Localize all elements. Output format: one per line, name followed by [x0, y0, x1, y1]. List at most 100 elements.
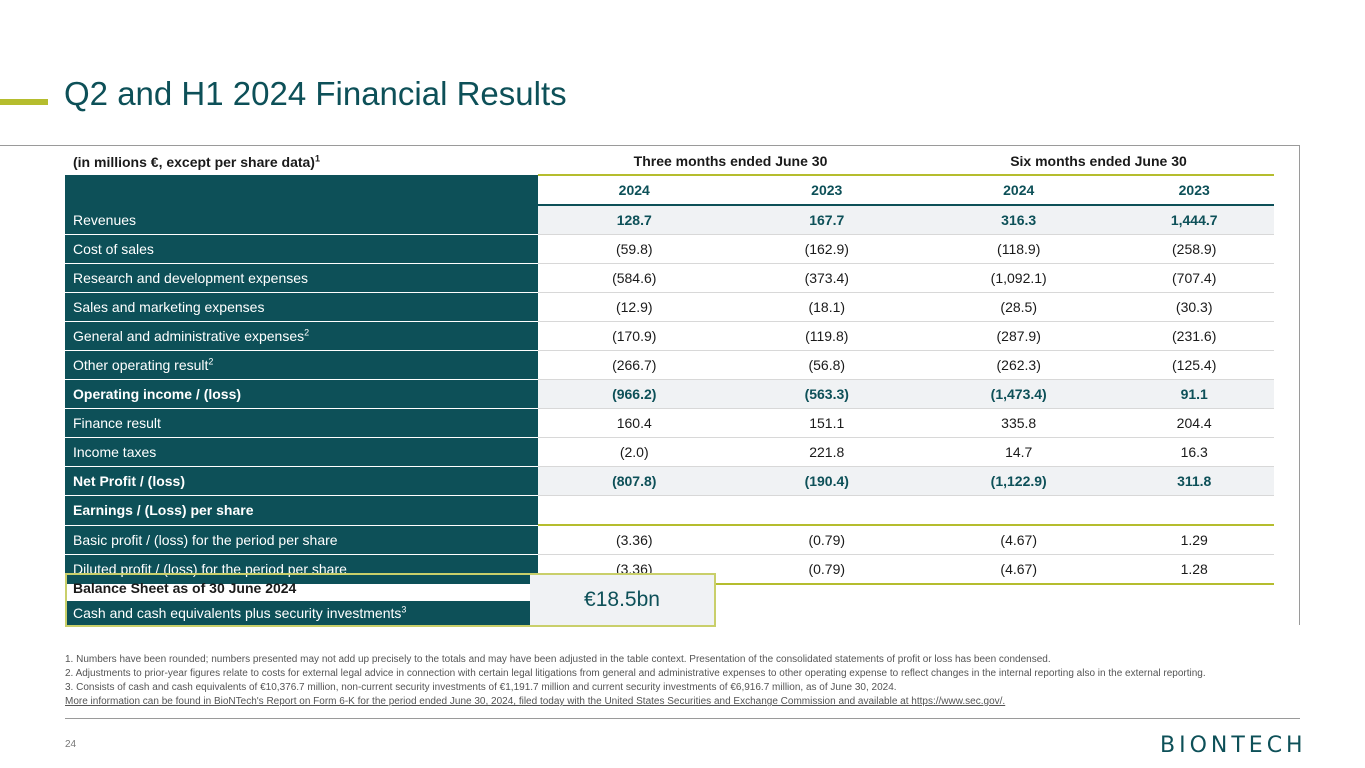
row-label-text: Operating income / (loss)	[73, 386, 242, 402]
table-group-header: (in millions €, except per share data)1 …	[65, 148, 1274, 176]
row-label: Other operating result2	[65, 350, 538, 380]
row-label: Finance result	[65, 408, 538, 438]
value-cell: 316.3	[923, 205, 1115, 235]
value-cell: (30.3)	[1114, 292, 1274, 322]
row-label-text: Other operating result	[73, 357, 209, 373]
balance-sheet-footnote-ref: 3	[401, 604, 407, 615]
table-row: Operating income / (loss) (966.2) (563.3)(…	[65, 379, 1274, 409]
value-cell: (807.8)	[538, 466, 731, 496]
row-label: Operating income / (loss)	[65, 379, 538, 409]
table-row: Earnings / (Loss) per share	[65, 495, 1274, 526]
balance-sheet-value: €18.5bn	[530, 575, 714, 625]
row-footnote-ref: 2	[208, 356, 214, 367]
footnote-3: 3. Consists of cash and cash equivalents…	[65, 682, 897, 693]
value-cell: 160.4	[538, 408, 731, 438]
value-cell: (118.9)	[923, 234, 1115, 264]
table-row: Other operating result2 (266.7) (56.8) (262…	[65, 350, 1274, 380]
year-q2-2023: 2023	[730, 175, 923, 206]
row-label: Diluted profit / (loss) for the period p…	[65, 554, 538, 585]
value-cell: (190.4)	[730, 466, 923, 496]
table-row: Cost of sales (59.8) (162.9) (118.9) (258.9)	[65, 234, 1274, 264]
row-label: Net Profit / (loss)	[65, 466, 538, 496]
value-cell: 16.3	[1114, 437, 1274, 467]
value-cell: (1,473.4)	[923, 379, 1115, 409]
row-label-text: Basic profit / (loss) for the period per…	[73, 531, 338, 548]
table-row: Revenues 128.7 167.7 316.3 1,444.7	[65, 205, 1274, 235]
value-cell: (4.67)	[923, 525, 1115, 555]
table-row: Net Profit / (loss) (807.8) (190.4) (1,122.…	[65, 466, 1274, 496]
right-divider	[1299, 145, 1300, 625]
year-header-row: 2024 2023 2024 2023	[65, 175, 1274, 206]
value-cell: (59.8)	[538, 234, 731, 264]
value-cell: (584.6)	[538, 263, 731, 293]
value-cell: (4.67)	[923, 554, 1115, 585]
year-row-label	[65, 175, 538, 206]
value-cell: 1.29	[1114, 525, 1274, 555]
row-label-text: Sales and marketing expenses	[73, 299, 265, 315]
page-title: Q2 and H1 2024 Financial Results	[64, 75, 567, 112]
value-cell: (258.9)	[1114, 234, 1274, 264]
row-label: Revenues	[65, 205, 538, 235]
row-label-text: Finance result	[73, 415, 161, 431]
title-accent-bar	[0, 99, 48, 105]
value-cell: (563.3)	[730, 379, 923, 409]
value-cell: (12.9)	[538, 292, 731, 322]
biontech-logo: BIONTECH	[1160, 733, 1307, 758]
value-cell	[538, 495, 731, 526]
three-months-header: Three months ended June 30	[538, 148, 923, 176]
value-cell: 1,444.7	[1114, 205, 1274, 235]
value-cell: (162.9)	[730, 234, 923, 264]
value-cell: (373.4)	[730, 263, 923, 293]
value-cell: (707.4)	[1114, 263, 1274, 293]
row-label: Income taxes	[65, 437, 538, 467]
top-divider	[0, 145, 1300, 146]
balance-sheet-box: Balance Sheet as of 30 June 2024 Cash an…	[65, 573, 716, 627]
row-label-text: Net Profit / (loss)	[73, 473, 186, 489]
table-row: Income taxes (2.0) 221.8 14.7 16.3	[65, 437, 1274, 467]
value-cell: (170.9)	[538, 321, 731, 351]
row-footnote-ref: 2	[304, 327, 310, 338]
unit-label: (in millions €, except per share data)	[73, 153, 315, 170]
value-cell: (262.3)	[923, 350, 1115, 380]
value-cell: 151.1	[730, 408, 923, 438]
value-cell: (3.36)	[538, 525, 731, 555]
unit-footnote-ref: 1	[314, 152, 320, 163]
table-row: Finance result 160.4 151.1 335.8 204.4	[65, 408, 1274, 438]
year-h1-2023: 2023	[1114, 175, 1274, 206]
footnotes: 1. Numbers have been rounded; numbers pr…	[65, 653, 1280, 709]
unit-label-cell: (in millions €, except per share data)1	[65, 148, 538, 175]
more-info-link[interactable]: More information can be found in BioNTec…	[65, 696, 1006, 707]
row-label: General and administrative expenses2	[65, 321, 538, 351]
value-cell: 221.8	[730, 437, 923, 467]
value-cell: 335.8	[923, 408, 1115, 438]
value-cell: (56.8)	[730, 350, 923, 380]
row-label: Sales and marketing expenses	[65, 292, 538, 322]
balance-sheet-heading: Balance Sheet as of 30 June 2024	[73, 580, 297, 596]
value-cell: 167.7	[730, 205, 923, 235]
row-label: Earnings / (Loss) per share	[65, 495, 538, 526]
value-cell: (2.0)	[538, 437, 731, 467]
value-cell: (125.4)	[1114, 350, 1274, 380]
row-label: Research and development expenses	[65, 263, 538, 293]
row-label-text: General and administrative expenses	[73, 328, 305, 344]
value-cell: (18.1)	[730, 292, 923, 322]
value-cell: 204.4	[1114, 408, 1274, 438]
row-label-text: Revenues	[73, 212, 137, 228]
six-months-header: Six months ended June 30	[923, 148, 1274, 176]
value-cell	[923, 495, 1115, 526]
value-cell: 128.7	[538, 205, 731, 235]
value-cell: (966.2)	[538, 379, 731, 409]
value-cell: (119.8)	[730, 321, 923, 351]
row-label-text: Income taxes	[73, 444, 157, 460]
row-label-text: Research and development expenses	[73, 270, 309, 286]
value-cell: (266.7)	[538, 350, 731, 380]
year-h1-2024: 2024	[923, 175, 1115, 206]
value-cell	[730, 495, 923, 526]
value-cell: (231.6)	[1114, 321, 1274, 351]
table-body: Revenues 128.7 167.7 316.3 1,444.7 Cost of sa…	[65, 205, 1274, 585]
table-row: Basic profit / (loss) for the period per…	[65, 525, 1274, 555]
year-q2-2024: 2024	[538, 175, 731, 206]
footnote-1: 1. Numbers have been rounded; numbers pr…	[65, 654, 1051, 665]
value-cell: (1,122.9)	[923, 466, 1115, 496]
value-cell	[1114, 495, 1274, 526]
